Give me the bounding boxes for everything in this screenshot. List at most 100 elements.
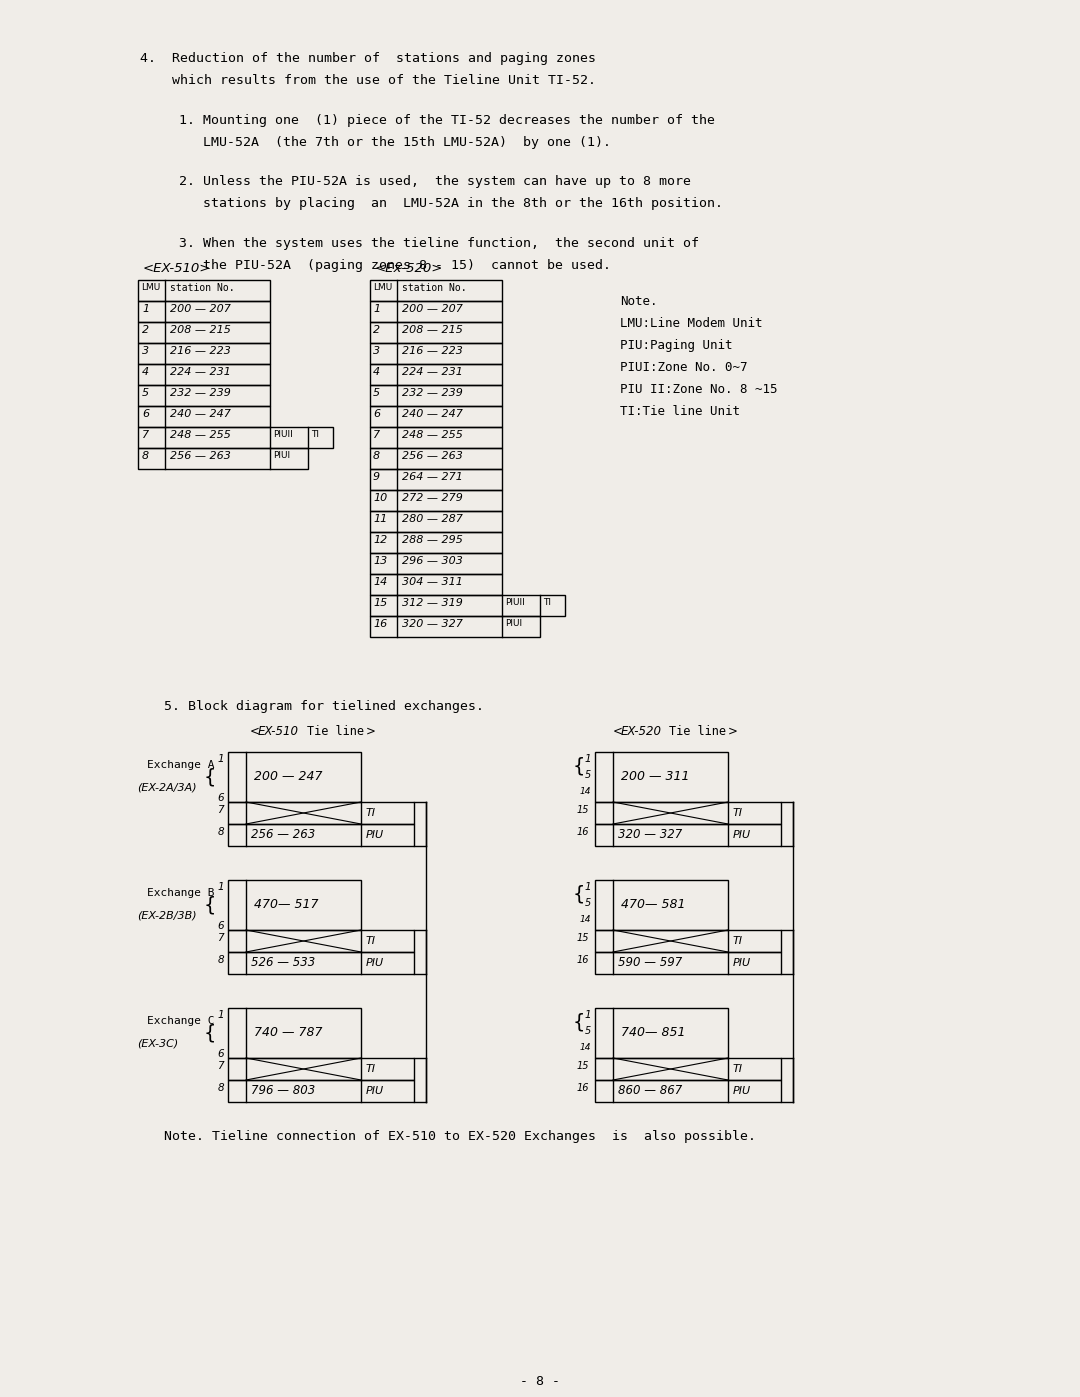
Text: 256 — 263: 256 — 263 (402, 451, 463, 461)
Bar (370, 365, 502, 386)
Text: 200 — 311: 200 — 311 (621, 771, 689, 784)
Text: Exchange B: Exchange B (147, 888, 215, 898)
Text: Exchange A: Exchange A (147, 760, 215, 770)
Text: TI: TI (733, 936, 743, 946)
Bar (370, 321, 502, 344)
Bar (228, 1009, 361, 1058)
Bar (595, 1009, 728, 1058)
Text: TI: TI (366, 1065, 376, 1074)
Text: {: { (572, 1013, 585, 1031)
Bar (370, 532, 502, 553)
Bar (138, 448, 308, 469)
Text: 13: 13 (373, 556, 388, 566)
Text: 256 — 263: 256 — 263 (170, 451, 231, 461)
Text: 1: 1 (141, 305, 149, 314)
Bar (370, 511, 502, 532)
Text: Tie line: Tie line (669, 725, 733, 738)
Text: 4.  Reduction of the number of  stations and paging zones: 4. Reduction of the number of stations a… (140, 52, 596, 66)
Text: Note.: Note. (620, 295, 658, 307)
Text: 9: 9 (373, 472, 380, 482)
Text: EX-520: EX-520 (621, 725, 662, 738)
Text: PIU:Paging Unit: PIU:Paging Unit (620, 339, 732, 352)
Text: 208 — 215: 208 — 215 (402, 326, 463, 335)
Text: 7: 7 (217, 805, 224, 814)
Bar (370, 344, 502, 365)
Text: station No.: station No. (170, 284, 234, 293)
Text: 7: 7 (141, 430, 149, 440)
Text: (EX-2B/3B): (EX-2B/3B) (137, 909, 197, 921)
Text: TI: TI (366, 807, 376, 819)
Bar (370, 490, 502, 511)
Text: 740— 851: 740— 851 (621, 1027, 686, 1039)
Text: 470— 581: 470— 581 (621, 898, 686, 911)
Bar (228, 1058, 414, 1080)
Text: 6: 6 (373, 409, 380, 419)
Bar (228, 752, 361, 802)
Text: 860 — 867: 860 — 867 (618, 1084, 683, 1098)
Text: 2: 2 (141, 326, 149, 335)
Bar (370, 553, 502, 574)
Bar (228, 951, 414, 974)
Text: 10: 10 (373, 493, 388, 503)
Bar (370, 427, 502, 448)
Text: 15: 15 (373, 598, 388, 608)
Text: 264 — 271: 264 — 271 (402, 472, 463, 482)
Text: {: { (572, 884, 585, 904)
Text: 5: 5 (584, 898, 591, 908)
Bar (138, 344, 270, 365)
Text: 272 — 279: 272 — 279 (402, 493, 463, 503)
Bar (595, 930, 781, 951)
Text: TI: TI (543, 598, 551, 608)
Text: 224 — 231: 224 — 231 (402, 367, 463, 377)
Text: 3: 3 (141, 346, 149, 356)
Text: (EX-2A/3A): (EX-2A/3A) (137, 782, 197, 792)
Bar (138, 321, 270, 344)
Text: PIU: PIU (733, 958, 751, 968)
Text: - 8 -: - 8 - (519, 1375, 561, 1389)
Text: 304 — 311: 304 — 311 (402, 577, 463, 587)
Text: PIU: PIU (366, 1085, 384, 1097)
Bar (595, 752, 728, 802)
Text: <: < (249, 725, 260, 738)
Text: 470— 517: 470— 517 (254, 898, 319, 911)
Bar (138, 365, 270, 386)
Text: 1: 1 (217, 1010, 224, 1020)
Text: PIU: PIU (733, 830, 751, 840)
Text: 8: 8 (217, 956, 224, 965)
Text: TI: TI (366, 936, 376, 946)
Text: 1: 1 (373, 305, 380, 314)
Text: 232 — 239: 232 — 239 (170, 388, 231, 398)
Text: 2: 2 (373, 326, 380, 335)
Bar (138, 427, 333, 448)
Text: Exchange C: Exchange C (147, 1016, 215, 1025)
Text: the PIU-52A  (paging zones 8 - 15)  cannot be used.: the PIU-52A (paging zones 8 - 15) cannot… (156, 258, 611, 272)
Text: Note. Tieline connection of EX-510 to EX-520 Exchanges  is  also possible.: Note. Tieline connection of EX-510 to EX… (140, 1130, 756, 1143)
Bar (138, 386, 270, 407)
Text: 1: 1 (217, 882, 224, 893)
Text: PIU: PIU (366, 830, 384, 840)
Text: which results from the use of the Tieline Unit TI-52.: which results from the use of the Tielin… (140, 74, 596, 87)
Text: TI: TI (733, 1065, 743, 1074)
Text: 248 — 255: 248 — 255 (402, 430, 463, 440)
Text: PIU: PIU (733, 1085, 751, 1097)
Text: PIUII: PIUII (273, 430, 293, 439)
Text: 5: 5 (584, 1025, 591, 1037)
Text: stations by placing  an  LMU-52A in the 8th or the 16th position.: stations by placing an LMU-52A in the 8t… (156, 197, 723, 210)
Text: EX-510: EX-510 (258, 725, 299, 738)
Text: 15: 15 (577, 1060, 589, 1071)
Text: 740 — 787: 740 — 787 (254, 1027, 323, 1039)
Text: 590 — 597: 590 — 597 (618, 957, 683, 970)
Text: LMU: LMU (373, 284, 392, 292)
Text: 2. Unless the PIU-52A is used,  the system can have up to 8 more: 2. Unless the PIU-52A is used, the syste… (156, 175, 691, 189)
Text: 14: 14 (580, 915, 591, 923)
Bar (370, 448, 502, 469)
Bar (228, 824, 414, 847)
Text: station No.: station No. (402, 284, 467, 293)
Text: 200 — 207: 200 — 207 (402, 305, 463, 314)
Text: PIU II:Zone No. 8 ~15: PIU II:Zone No. 8 ~15 (620, 383, 778, 395)
Text: PIU: PIU (366, 958, 384, 968)
Text: 16: 16 (577, 827, 589, 837)
Bar (370, 595, 565, 616)
Bar (228, 880, 361, 930)
Text: 14: 14 (580, 787, 591, 796)
